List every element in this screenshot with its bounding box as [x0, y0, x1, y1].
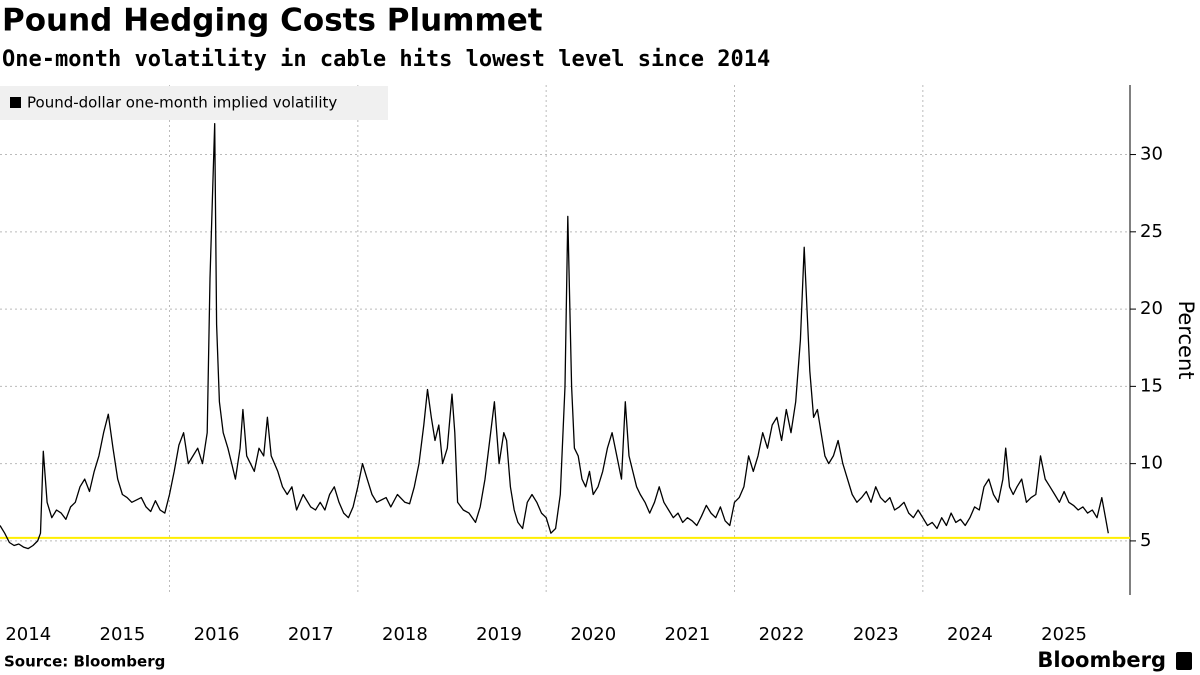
brand: Bloomberg — [1037, 648, 1166, 672]
legend: Pound-dollar one-month implied volatilit… — [0, 86, 388, 120]
x-tick-label: 2022 — [759, 624, 805, 645]
line — [0, 122, 1109, 550]
y-tick-label: 10 — [1140, 453, 1163, 474]
x-tick-label: 2017 — [288, 624, 334, 645]
brand-icon — [1176, 652, 1192, 670]
x-tick-label: 2015 — [100, 624, 146, 645]
x-tick-label: 2020 — [570, 624, 616, 645]
x-tick-label: 2025 — [1041, 624, 1087, 645]
y-tick-label: 15 — [1140, 375, 1163, 396]
legend-swatch — [10, 97, 21, 108]
y-tick-label: 5 — [1140, 530, 1151, 551]
source: Source: Bloomberg — [4, 653, 165, 671]
x-tick-label: 2024 — [947, 624, 993, 645]
legend-label: Pound-dollar one-month implied volatilit… — [27, 94, 337, 112]
y-tick-label: 30 — [1140, 144, 1163, 165]
y-tick-label: 20 — [1140, 298, 1163, 319]
x-tick-label: 2014 — [5, 624, 51, 645]
chart-title: Pound Hedging Costs Plummet — [2, 3, 543, 39]
x-tick-label: 2016 — [194, 624, 240, 645]
x-tick-label: 2019 — [476, 624, 522, 645]
x-tick-label: 2021 — [665, 624, 711, 645]
legend-box — [0, 86, 388, 120]
x-tick-label: 2023 — [853, 624, 899, 645]
y-axis-label: Percent — [1174, 300, 1198, 379]
chart-subtitle: One-month volatility in cable hits lowes… — [2, 47, 770, 72]
y-tick-label: 25 — [1140, 221, 1163, 242]
x-tick-label: 2018 — [382, 624, 428, 645]
